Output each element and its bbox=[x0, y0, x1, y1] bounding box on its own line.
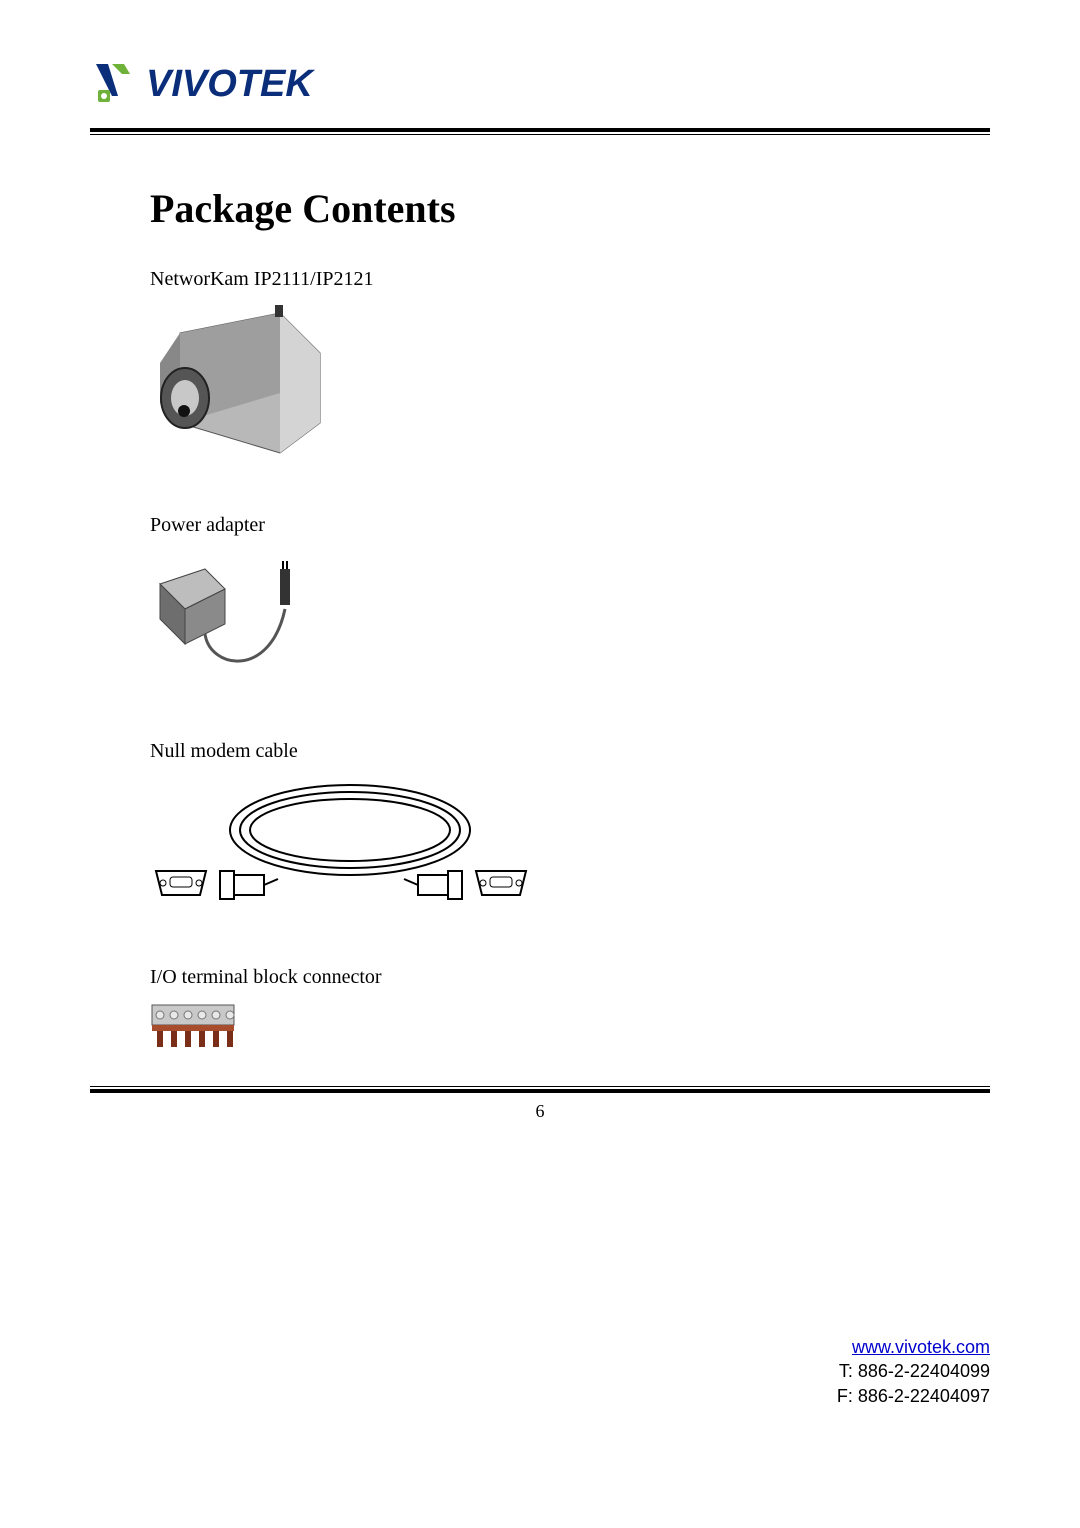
footer-fax: F: 886-2-22404097 bbox=[837, 1386, 990, 1406]
item-label: I/O terminal block connector bbox=[150, 966, 930, 989]
item-label: Null modem cable bbox=[150, 740, 930, 763]
package-item: Power adapter bbox=[150, 514, 930, 694]
footer-tel: T: 886-2-22404099 bbox=[839, 1361, 990, 1381]
footer-rule bbox=[90, 1086, 990, 1093]
package-item: Null modem cable bbox=[150, 740, 930, 920]
item-label: NetworKam IP2111/IP2121 bbox=[150, 268, 930, 291]
footer-contact: www.vivotek.com T: 886-2-22404099 F: 886… bbox=[837, 1335, 990, 1408]
content-area: Package Contents NetworKam IP2111/IP2121 bbox=[90, 185, 990, 1056]
item-label: Power adapter bbox=[150, 514, 930, 537]
camera-illustration bbox=[150, 303, 930, 468]
null-modem-cable-illustration bbox=[150, 775, 930, 920]
header-rule bbox=[90, 128, 990, 135]
vivotek-mark-icon bbox=[90, 60, 138, 108]
package-item: I/O terminal block connector bbox=[150, 966, 930, 1056]
package-item: NetworKam IP2111/IP2121 bbox=[150, 268, 930, 468]
brand-name: VIVOTEK bbox=[146, 63, 313, 106]
power-adapter-illustration bbox=[150, 549, 930, 694]
brand-logo: VIVOTEK bbox=[90, 60, 990, 108]
footer-url-link[interactable]: www.vivotek.com bbox=[852, 1337, 990, 1357]
page-number: 6 bbox=[90, 1101, 990, 1122]
page-title: Package Contents bbox=[150, 185, 930, 232]
terminal-block-illustration bbox=[150, 1001, 930, 1056]
